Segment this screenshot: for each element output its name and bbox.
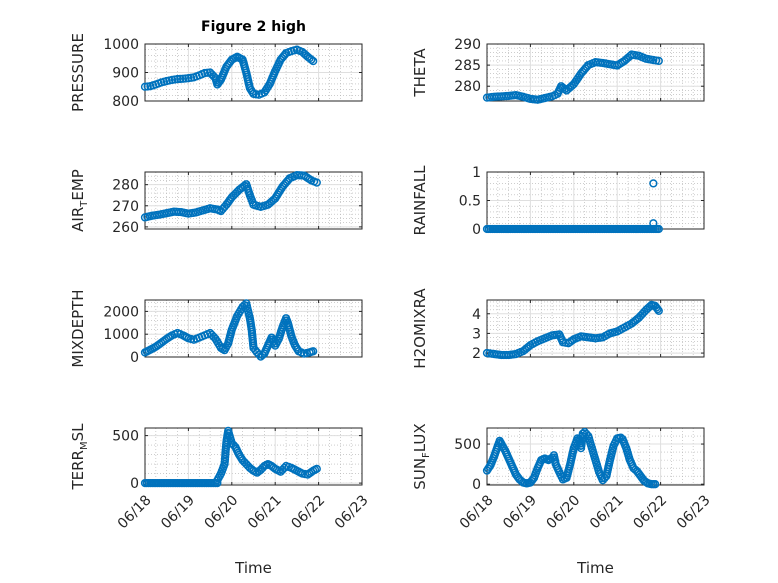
subplot-theta: 280 285 290 THETA [411, 37, 705, 104]
y-axis-label: AIRTEMP [69, 169, 90, 232]
data-point [312, 178, 321, 187]
data-point [307, 55, 316, 64]
data-point [654, 306, 663, 315]
y-tick-label: 2 [472, 346, 481, 362]
x-tick-label: 06/19 [158, 492, 198, 532]
y-tick-label: 280 [454, 79, 481, 95]
data-point [567, 336, 577, 345]
data-point [649, 219, 658, 228]
data-point [176, 74, 185, 84]
axes-frame [486, 43, 705, 102]
data-point [309, 347, 318, 356]
data-point [312, 464, 321, 474]
x-tick-label: 06/19 [500, 492, 540, 532]
y-tick-label: 500 [454, 437, 481, 453]
subplot-terr: 0 500 TERRMSL 06/18 06/19 06/20 06/21 06/22 06/2… [69, 423, 372, 577]
subplot-mixdepth: 0 1000 2000 MIXDEPTH [69, 289, 363, 368]
x-tick-label: 06/21 [587, 492, 627, 532]
y-tick-label: 260 [112, 220, 139, 236]
data-point [560, 84, 569, 94]
data-point [654, 56, 663, 66]
y-tick-label: 800 [112, 94, 139, 110]
y-tick-label: 500 [112, 429, 139, 445]
data-point [649, 179, 658, 188]
y-tick-label: 285 [454, 58, 481, 74]
axes-frame [486, 427, 705, 486]
data-point [600, 474, 609, 483]
x-tick-label: 06/20 [544, 492, 584, 532]
x-tick-label: 06/18 [457, 492, 497, 532]
data-point [528, 475, 537, 484]
y-tick-label: 1 [472, 165, 481, 181]
data-point [651, 480, 660, 489]
x-tick-label: 06/18 [115, 492, 155, 532]
x-tick-label: 06/21 [245, 492, 285, 532]
y-axis-label: RAINFALL [411, 165, 429, 236]
subplot-air: 260 270 280 AIRTEMP [69, 169, 363, 236]
y-tick-label: 900 [112, 66, 139, 82]
axes-frame [486, 299, 705, 358]
y-axis-label: PRESSURE [69, 33, 87, 112]
y-tick-label: 4 [472, 307, 481, 323]
x-tick-label: 06/23 [332, 492, 372, 532]
y-tick-label: 0.5 [459, 194, 481, 210]
subplot-rainfall: 0 0.5 1 RAINFALL [411, 165, 705, 238]
data-point [653, 305, 662, 314]
y-tick-label: 1000 [103, 327, 139, 343]
data-point [173, 74, 182, 84]
subplot-sun: 0 500 SUNFLUX 06/18 06/19 06/20 06/21 06/22 06/2… [411, 423, 714, 577]
axes-frame [144, 171, 363, 230]
y-tick-label: 2000 [103, 304, 139, 320]
y-tick-label: 280 [112, 178, 139, 194]
data-point [213, 478, 222, 488]
x-axis-label: Time [576, 559, 614, 577]
axes-frame [144, 299, 363, 358]
y-tick-label: 0 [472, 222, 481, 238]
data-point [654, 224, 663, 234]
x-tick-label: 06/22 [630, 492, 670, 532]
y-tick-label: 0 [130, 350, 139, 366]
y-axis-label: SUNFLUX [411, 423, 432, 489]
axes-frame [144, 427, 363, 486]
x-tick-label: 06/23 [674, 492, 714, 532]
y-axis-label: MIXDEPTH [69, 289, 87, 367]
y-tick-label: 1000 [103, 37, 139, 53]
y-axis-label: TERRMSL [69, 423, 90, 491]
y-tick-label: 270 [112, 199, 139, 215]
y-tick-label: 290 [454, 37, 481, 53]
y-tick-label: 3 [472, 326, 481, 342]
subplot-h2omixra: 2 3 4 H2OMIXRA [411, 288, 705, 369]
data-point [309, 56, 318, 66]
x-tick-label: 06/22 [288, 492, 328, 532]
x-tick-label: 06/20 [202, 492, 242, 532]
chart-title: Figure 2 high [201, 19, 306, 35]
y-tick-label: 0 [472, 477, 481, 493]
x-axis-label: Time [234, 559, 272, 577]
y-axis-label: H2OMIXRA [411, 288, 429, 369]
y-tick-label: 0 [130, 476, 139, 492]
subplot-pressure: 800 900 1000 PRESSURE Figure 2 high [69, 19, 363, 112]
y-axis-label: THETA [411, 48, 429, 98]
